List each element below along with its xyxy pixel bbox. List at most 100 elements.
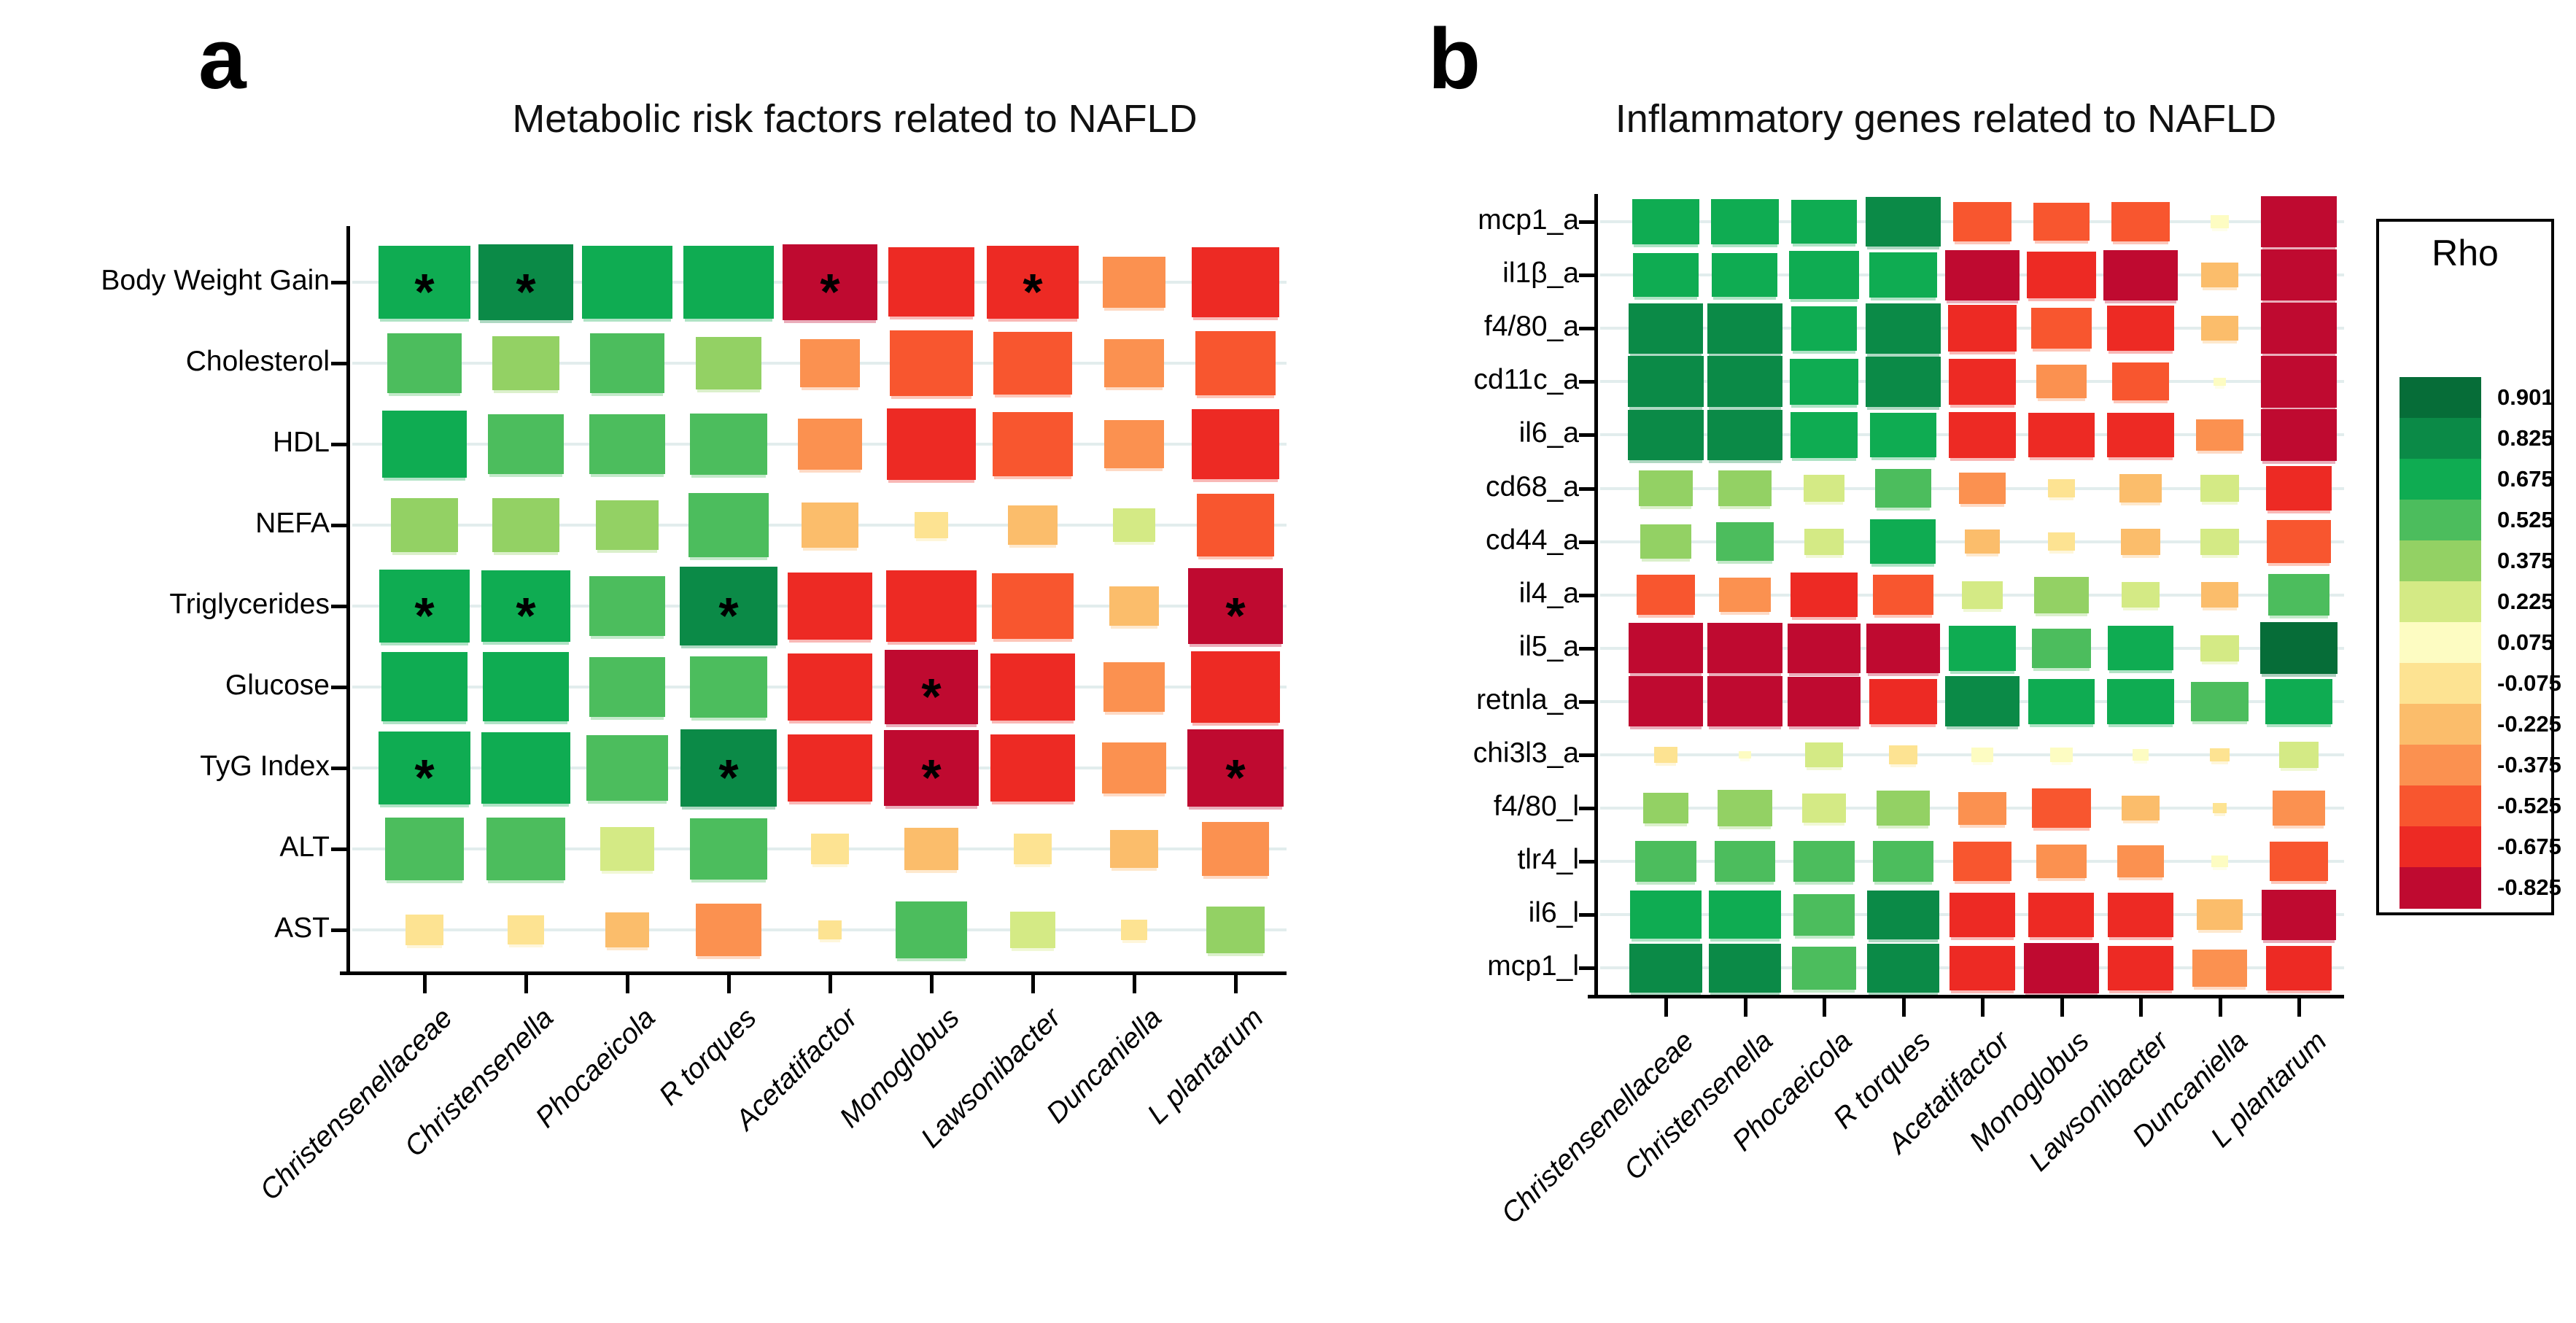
heatmap-cell bbox=[1866, 943, 1940, 993]
heatmap-cell bbox=[596, 500, 659, 551]
heatmap-cell bbox=[798, 418, 862, 470]
panel-a-title: Metabolic risk factors related to NAFLD bbox=[512, 97, 1198, 141]
heatmap-cell bbox=[492, 336, 560, 390]
heatmap-cell bbox=[680, 729, 777, 807]
y-axis-tick bbox=[1579, 966, 1598, 971]
heatmap-cell bbox=[2107, 412, 2174, 458]
heatmap-cell bbox=[679, 567, 778, 645]
heatmap-cell bbox=[2122, 795, 2160, 821]
heatmap-cell bbox=[1949, 946, 2015, 990]
column-label: R torques bbox=[653, 1002, 763, 1111]
heatmap-cell bbox=[990, 653, 1076, 721]
heatmap-cell bbox=[1804, 474, 1844, 503]
x-axis-tick bbox=[1234, 974, 1238, 993]
heatmap-cell bbox=[2028, 892, 2095, 937]
heatmap-cell bbox=[2279, 741, 2319, 769]
heatmap-cell bbox=[1638, 470, 1694, 507]
heatmap-cell bbox=[1206, 906, 1265, 954]
y-axis-tick bbox=[331, 524, 350, 527]
heatmap-cell bbox=[1948, 412, 2017, 458]
heatmap-cell bbox=[696, 904, 761, 956]
heatmap-cell bbox=[1628, 303, 1704, 354]
heatmap-cell bbox=[1112, 508, 1156, 543]
heatmap-cell bbox=[1635, 840, 1696, 882]
row-label: chi3l3_a bbox=[1473, 737, 1579, 769]
heatmap-cell bbox=[1952, 201, 2012, 242]
x-axis-tick bbox=[1743, 998, 1747, 1017]
heatmap-cell bbox=[2261, 889, 2337, 940]
legend-value: -0.225 bbox=[2497, 711, 2561, 737]
heatmap-cell bbox=[1874, 469, 1932, 508]
heatmap-cell bbox=[2122, 582, 2160, 608]
x-axis-tick bbox=[1981, 998, 1985, 1017]
panel-b-title: Inflammatory genes related to NAFLD bbox=[1615, 97, 2277, 141]
heatmap-cell bbox=[2200, 635, 2240, 662]
heatmap-cell bbox=[683, 246, 775, 319]
x-axis-tick bbox=[2218, 998, 2222, 1017]
row-label: Body Weight Gain bbox=[101, 265, 330, 296]
heatmap-cell bbox=[883, 729, 979, 807]
heatmap-cell bbox=[1195, 330, 1276, 396]
heatmap-cell bbox=[1102, 742, 1166, 794]
heatmap-cell bbox=[992, 411, 1074, 477]
heatmap-cell bbox=[1805, 742, 1843, 768]
heatmap-cell bbox=[381, 652, 468, 722]
heatmap-cell bbox=[605, 912, 650, 948]
heatmap-cell bbox=[382, 410, 467, 478]
legend-swatch bbox=[2400, 418, 2481, 459]
heatmap-cell bbox=[2032, 788, 2091, 829]
heatmap-cell bbox=[581, 246, 673, 319]
legend-swatch bbox=[2400, 826, 2481, 868]
heatmap-cell bbox=[1103, 662, 1165, 712]
y-axis-tick bbox=[1579, 433, 1598, 438]
heatmap-cell bbox=[1190, 651, 1281, 723]
heatmap-cell bbox=[1948, 359, 2017, 405]
row-label: cd11c_a bbox=[1473, 364, 1579, 396]
heatmap-cell bbox=[1121, 919, 1147, 941]
legend-value: 0.225 bbox=[2497, 589, 2554, 614]
x-axis-tick bbox=[829, 974, 832, 993]
heatmap-cell bbox=[2212, 803, 2227, 813]
heatmap-cell bbox=[2210, 215, 2230, 228]
heatmap-cell bbox=[1191, 247, 1280, 318]
heatmap-cell bbox=[2107, 626, 2173, 671]
heatmap-cell bbox=[478, 244, 574, 321]
legend-value: 0.901 bbox=[2497, 384, 2554, 410]
heatmap-cell bbox=[1739, 750, 1751, 759]
significance-star: * bbox=[516, 263, 536, 320]
row-label: il1β_a bbox=[1502, 257, 1579, 290]
heatmap-cell bbox=[2026, 251, 2097, 299]
y-axis-tick bbox=[1579, 860, 1598, 864]
heatmap-cell bbox=[2132, 749, 2149, 761]
heatmap-cell bbox=[2111, 201, 2170, 242]
y-axis-tick bbox=[1579, 380, 1598, 384]
heatmap-cell bbox=[1866, 356, 1941, 407]
row-label: cd44_a bbox=[1486, 524, 1579, 556]
heatmap-cell bbox=[486, 818, 565, 880]
heatmap-cell bbox=[2190, 682, 2249, 721]
heatmap-cell bbox=[379, 570, 470, 643]
heatmap-cell bbox=[1628, 623, 1704, 674]
heatmap-cell bbox=[1707, 303, 1782, 354]
heatmap-cell bbox=[1949, 625, 2016, 671]
heatmap-cell bbox=[1949, 892, 2015, 937]
legend-swatch bbox=[2400, 500, 2481, 541]
heatmap-cell bbox=[1109, 586, 1160, 626]
heatmap-cell bbox=[1788, 251, 1860, 299]
heatmap-cell bbox=[1632, 252, 1699, 298]
row-label: f4/80_l bbox=[1493, 791, 1579, 823]
heatmap-cell bbox=[1869, 412, 1937, 458]
heatmap-cell bbox=[690, 413, 767, 476]
heatmap-cell bbox=[2034, 576, 2089, 613]
heatmap-cell bbox=[1958, 791, 2007, 825]
heatmap-cell bbox=[904, 827, 958, 871]
heatmap-cell bbox=[2036, 845, 2087, 879]
y-axis-tick bbox=[1579, 486, 1598, 491]
heatmap-cell bbox=[1110, 829, 1158, 869]
heatmap-cell bbox=[1944, 676, 2020, 727]
heatmap-cell bbox=[990, 734, 1075, 802]
heatmap-cell bbox=[2024, 942, 2099, 993]
heatmap-cell bbox=[405, 914, 444, 946]
heatmap-cell bbox=[810, 833, 850, 865]
heatmap-cell bbox=[1103, 338, 1165, 388]
